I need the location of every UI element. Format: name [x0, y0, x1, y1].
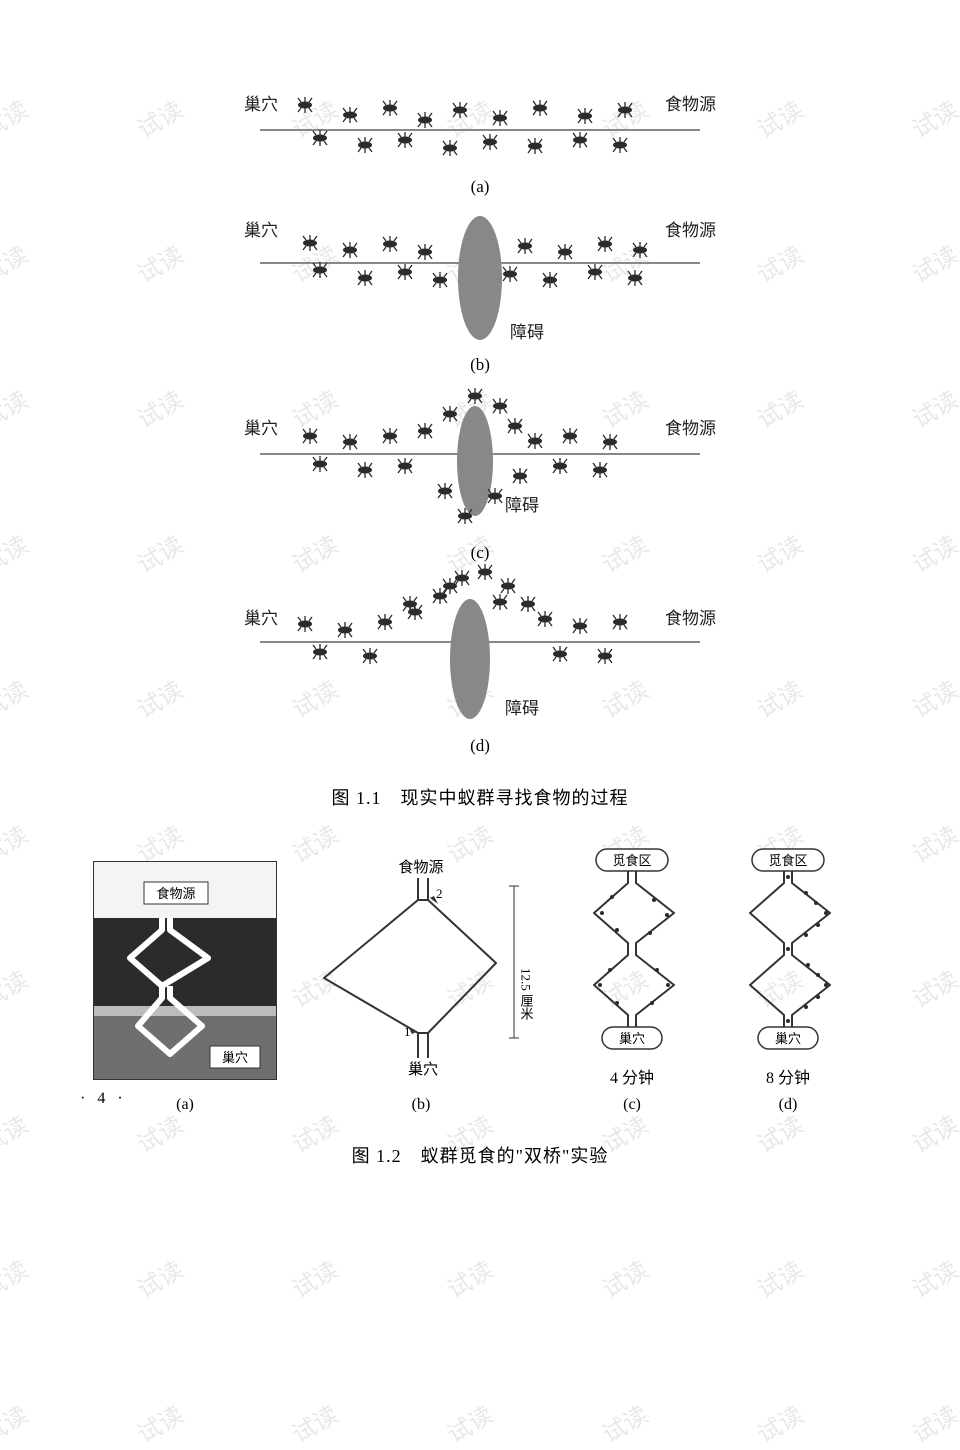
fig2-panel-a: 食物源 巢穴 (a)	[90, 858, 280, 1114]
fig1-caption: 图 1.1 现实中蚁群寻找食物的过程	[200, 784, 760, 810]
fig1-a-svg	[250, 90, 710, 170]
fig2d-bottom: 巢穴	[775, 1031, 801, 1046]
fig1-b-sub: (b)	[250, 355, 710, 375]
label-nest: 巢穴	[244, 604, 278, 629]
fig2-caption: 图 1.2 蚁群觅食的"双桥"实验	[0, 1142, 960, 1168]
fig1-c-svg	[250, 386, 710, 536]
label-food: 食物源	[665, 90, 716, 115]
fig2-a-svg: 食物源 巢穴	[90, 858, 280, 1083]
fig1-panel-c: 巢穴 食物源 障碍 (c)	[250, 386, 710, 556]
fig2-panel-b: 食物源 1 2 12.5 厘米 巢穴 (b)	[296, 858, 546, 1114]
fig2-c-sub: (c)	[562, 1096, 702, 1114]
label-nest: 巢穴	[244, 414, 278, 439]
fig2-b-sub: (b)	[296, 1096, 546, 1114]
fig2-b-svg: 食物源 1 2 12.5 厘米 巢穴	[296, 858, 546, 1083]
fig2b-bottom: 巢穴	[408, 1061, 438, 1078]
fig2a-food-label: 食物源	[156, 886, 195, 901]
fig1-panel-a: 巢穴 食物源 (a)	[250, 90, 710, 200]
fig1-a-sub: (a)	[250, 177, 710, 197]
fig2-panel-c: 觅食区 巢穴 4 分钟 (c)	[562, 845, 702, 1114]
fig1-c-sub: (c)	[250, 543, 710, 563]
fig2-d-sub: (d)	[718, 1096, 858, 1114]
label-obstacle: 障碍	[505, 694, 539, 719]
fig2c-bottom: 巢穴	[619, 1031, 645, 1046]
fig2b-marker1: 1	[404, 1024, 411, 1039]
fig2b-top: 食物源	[398, 859, 443, 876]
fig2-d-time: 8 分钟	[718, 1064, 858, 1088]
label-obstacle: 障碍	[505, 491, 539, 516]
fig2-c-time: 4 分钟	[562, 1064, 702, 1088]
fig2a-nest-label: 巢穴	[222, 1050, 248, 1065]
fig1-d-sub: (d)	[250, 736, 710, 756]
label-nest: 巢穴	[244, 90, 278, 115]
fig2d-top: 觅食区	[768, 853, 807, 868]
figure-2: 食物源 巢穴 (a) 食物源 1 2 12.5 厘米	[90, 845, 870, 1114]
figure-1: 巢穴 食物源 (a) 巢穴 食物源	[200, 90, 760, 810]
fig1-panel-b: 巢穴 食物源 障碍 (b)	[250, 208, 710, 378]
label-obstacle: 障碍	[510, 318, 544, 343]
fig2b-marker2: 2	[436, 886, 443, 901]
fig2-panel-d: 觅食区 巢穴 8 分钟 (d)	[718, 845, 858, 1114]
fig2b-measure: 12.5 厘米	[519, 968, 534, 1020]
fig2c-top: 觅食区	[612, 853, 651, 868]
fig2-d-svg: 觅食区 巢穴	[718, 845, 858, 1055]
label-nest: 巢穴	[244, 216, 278, 241]
label-food: 食物源	[665, 216, 716, 241]
fig1-panel-d: 巢穴 食物源 障碍 (d)	[250, 564, 710, 754]
fig1-b-svg	[250, 208, 710, 348]
page-number: · 4 ·	[80, 1090, 127, 1108]
fig2-c-svg: 觅食区 巢穴	[562, 845, 702, 1055]
fig1-d-svg	[250, 564, 710, 729]
label-food: 食物源	[665, 414, 716, 439]
label-food: 食物源	[665, 604, 716, 629]
